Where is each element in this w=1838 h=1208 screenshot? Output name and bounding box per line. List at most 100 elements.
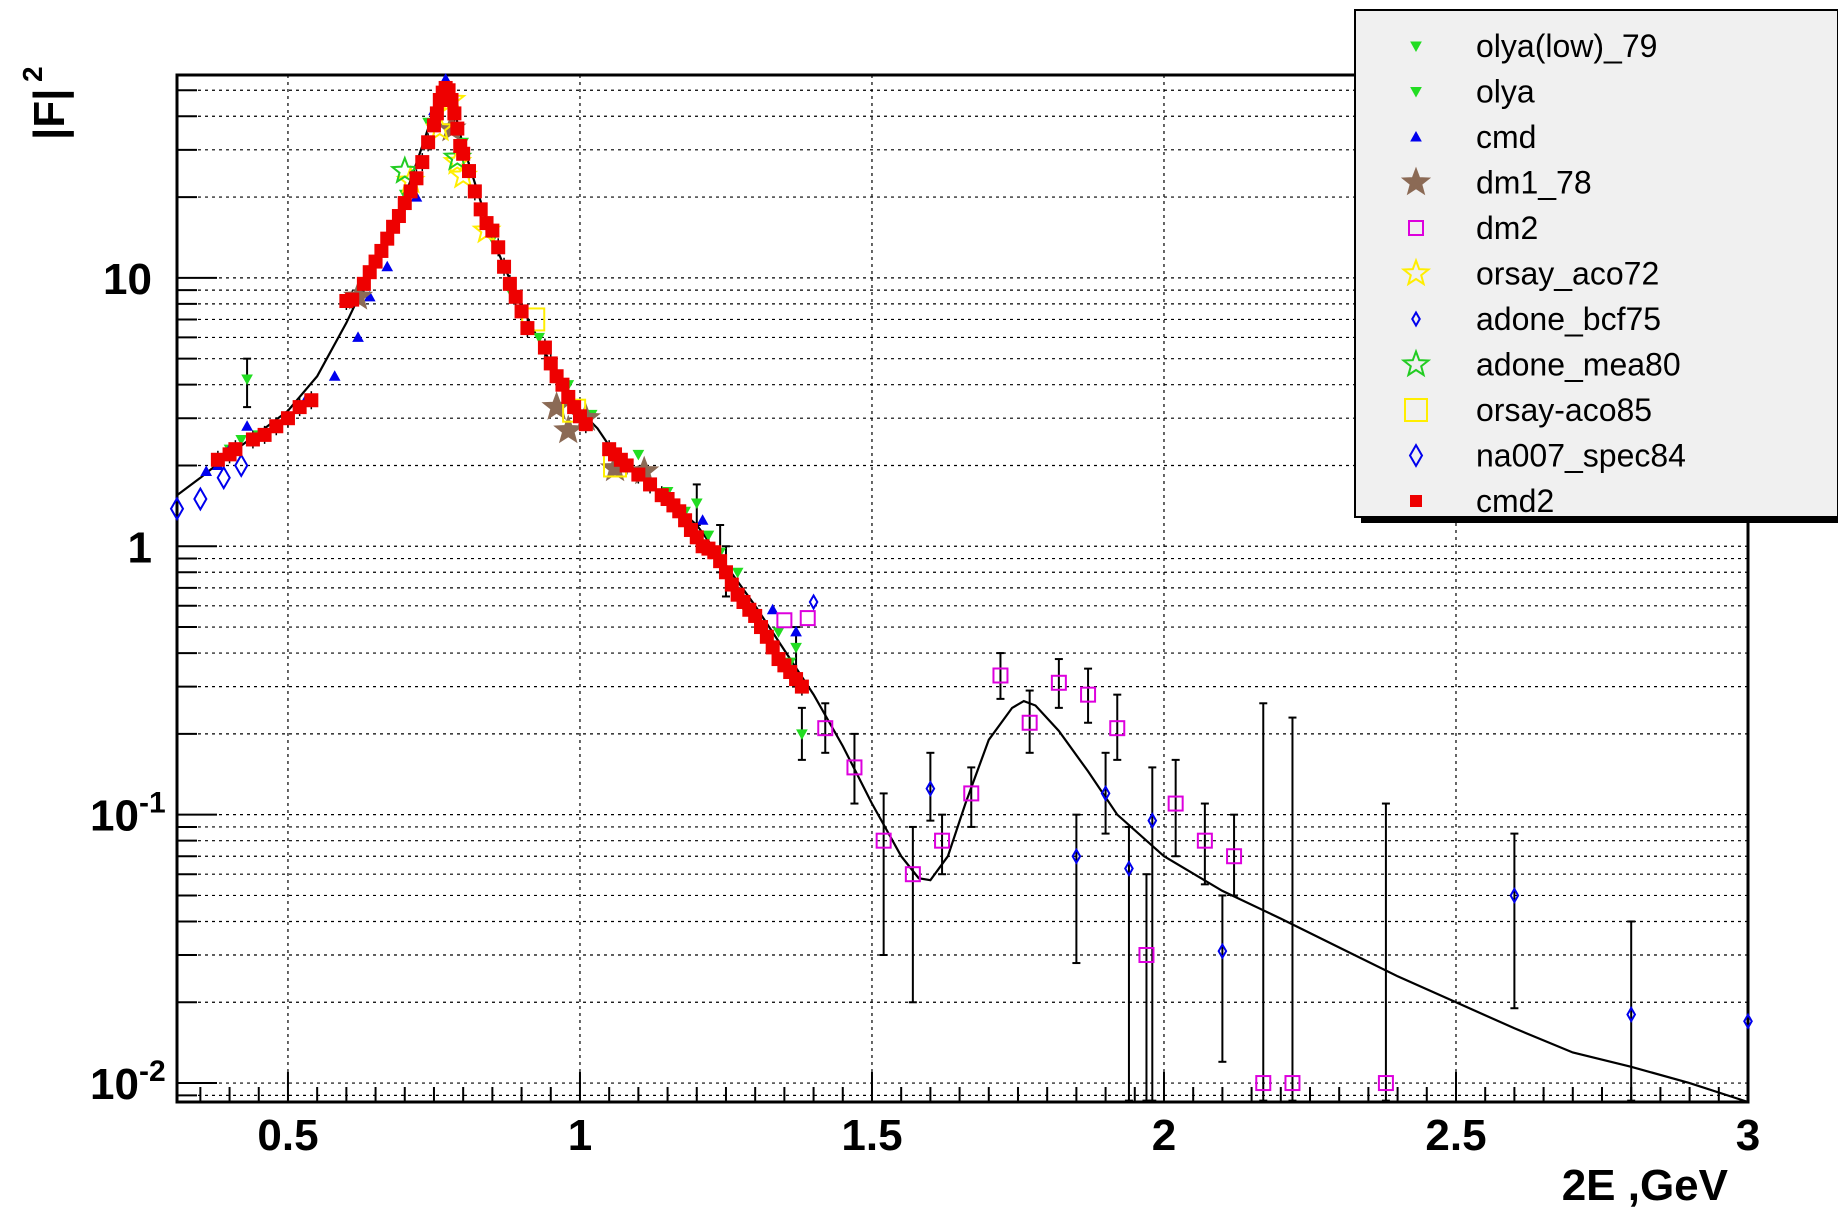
point-dm2 bbox=[1377, 1075, 1394, 1092]
point-cmd2 bbox=[578, 417, 593, 432]
point-adone-bcf75 bbox=[1147, 812, 1158, 830]
point-cmd2 bbox=[514, 304, 529, 319]
point-cmd2 bbox=[280, 411, 295, 426]
legend-marker-adone-mea80 bbox=[1400, 348, 1432, 378]
y-tick-label: 10-1 bbox=[90, 787, 166, 841]
point-cmd2 bbox=[491, 240, 506, 255]
point-adone-bcf75 bbox=[808, 593, 819, 611]
point-cmd2 bbox=[356, 276, 371, 291]
legend-marker-orsay-aco85 bbox=[1404, 398, 1428, 422]
point-dm2 bbox=[1138, 946, 1155, 963]
point-dm2 bbox=[963, 785, 980, 802]
point-cmd2 bbox=[409, 171, 424, 186]
point-cmd2 bbox=[228, 442, 243, 457]
y-axis-title-sup: 2 bbox=[17, 66, 48, 82]
point-cmd bbox=[352, 331, 364, 342]
point-cmd2 bbox=[292, 400, 307, 415]
legend-label-orsay-aco72: orsay_aco72 bbox=[1476, 256, 1659, 292]
point-dm2 bbox=[992, 667, 1009, 684]
point-na007-spec84 bbox=[234, 453, 249, 478]
point-cmd2 bbox=[450, 121, 465, 136]
point-cmd2 bbox=[794, 679, 809, 694]
point-dm2 bbox=[1109, 720, 1126, 737]
point-olya-low-79 bbox=[241, 374, 253, 386]
point-adone-bcf75 bbox=[1217, 942, 1228, 960]
x-tick-label: 0.5 bbox=[257, 1111, 318, 1160]
point-cmd bbox=[790, 625, 802, 637]
legend-label-adone-mea80: adone_mea80 bbox=[1476, 347, 1681, 383]
point-cmd bbox=[200, 465, 213, 476]
point-cmd2 bbox=[537, 340, 552, 355]
point-cmd2 bbox=[403, 184, 418, 199]
point-olya bbox=[796, 729, 808, 740]
point-cmd bbox=[381, 260, 394, 272]
point-cmd2 bbox=[345, 292, 360, 307]
x-tick-label: 1 bbox=[568, 1111, 592, 1160]
point-dm2 bbox=[817, 720, 834, 737]
legend-label-cmd2: cmd2 bbox=[1476, 483, 1554, 519]
point-cmd2 bbox=[497, 259, 512, 274]
x-tick-label: 3 bbox=[1736, 1111, 1760, 1160]
y-axis-title-main: |F| bbox=[25, 89, 75, 141]
legend-label-olya-low-79: olya(low)_79 bbox=[1476, 28, 1657, 64]
point-olya bbox=[790, 642, 802, 654]
point-cmd2 bbox=[397, 196, 412, 211]
point-dm2 bbox=[904, 866, 921, 883]
point-cmd2 bbox=[304, 393, 319, 408]
x-axis-title: 2E ,GeV bbox=[1562, 1161, 1729, 1208]
legend-label-orsay-aco85: orsay-aco85 bbox=[1476, 392, 1652, 428]
point-cmd2 bbox=[421, 135, 436, 150]
legend-label-olya: olya bbox=[1476, 74, 1535, 110]
point-adone-bcf75 bbox=[1124, 860, 1134, 878]
point-cmd2 bbox=[643, 477, 658, 492]
point-cmd2 bbox=[447, 106, 462, 121]
point-adone-mea80 bbox=[389, 155, 420, 184]
legend-marker-olya-low-79 bbox=[1410, 41, 1422, 53]
data-points-layer bbox=[169, 73, 1753, 1092]
point-cmd2 bbox=[429, 106, 444, 121]
legend-marker-olya bbox=[1410, 87, 1422, 98]
point-cmd2 bbox=[391, 209, 406, 224]
legend-marker-adone-bcf75 bbox=[1411, 310, 1421, 328]
point-olya-low-79 bbox=[235, 434, 248, 446]
point-adone-bcf75 bbox=[1071, 847, 1082, 865]
y-tick-label: 10 bbox=[103, 255, 152, 304]
point-dm2 bbox=[1255, 1075, 1272, 1092]
x-tick-label: 2.5 bbox=[1425, 1111, 1486, 1160]
point-na007-spec84 bbox=[169, 496, 185, 522]
point-dm2 bbox=[846, 759, 863, 776]
point-dm2 bbox=[934, 832, 951, 849]
point-cmd bbox=[241, 420, 253, 431]
point-cmd2 bbox=[555, 377, 570, 392]
x-tick-label: 2 bbox=[1152, 1111, 1176, 1160]
legend-box bbox=[1354, 9, 1838, 518]
point-cmd bbox=[328, 370, 341, 381]
point-dm2 bbox=[1284, 1075, 1301, 1092]
point-dm2 bbox=[875, 832, 892, 849]
point-olya bbox=[690, 498, 703, 509]
legend-marker-cmd bbox=[1410, 130, 1422, 142]
point-olya bbox=[533, 332, 545, 344]
point-cmd2 bbox=[380, 231, 395, 246]
point-dm2 bbox=[1050, 674, 1067, 691]
point-dm2 bbox=[1080, 686, 1097, 703]
point-dm2 bbox=[1226, 848, 1243, 865]
legend-label-dm1-78: dm1_78 bbox=[1476, 165, 1592, 201]
point-adone-bcf75 bbox=[925, 780, 936, 798]
point-cmd2 bbox=[415, 155, 430, 170]
point-adone-bcf75 bbox=[1626, 1006, 1637, 1024]
point-adone-bcf75 bbox=[1743, 1012, 1753, 1030]
point-olya bbox=[632, 449, 645, 461]
legend-marker-cmd2 bbox=[1410, 495, 1422, 507]
legend-marker-na007-spec84 bbox=[1408, 443, 1424, 468]
point-adone-bcf75 bbox=[1509, 886, 1520, 904]
point-dm1-78 bbox=[553, 414, 584, 444]
point-na007-spec84 bbox=[216, 465, 231, 491]
point-dm2 bbox=[1021, 714, 1038, 731]
point-cmd2 bbox=[765, 640, 780, 655]
point-cmd2 bbox=[456, 146, 471, 161]
legend-label-na007-spec84: na007_spec84 bbox=[1476, 438, 1686, 474]
legend-marker-dm2 bbox=[1408, 220, 1424, 236]
